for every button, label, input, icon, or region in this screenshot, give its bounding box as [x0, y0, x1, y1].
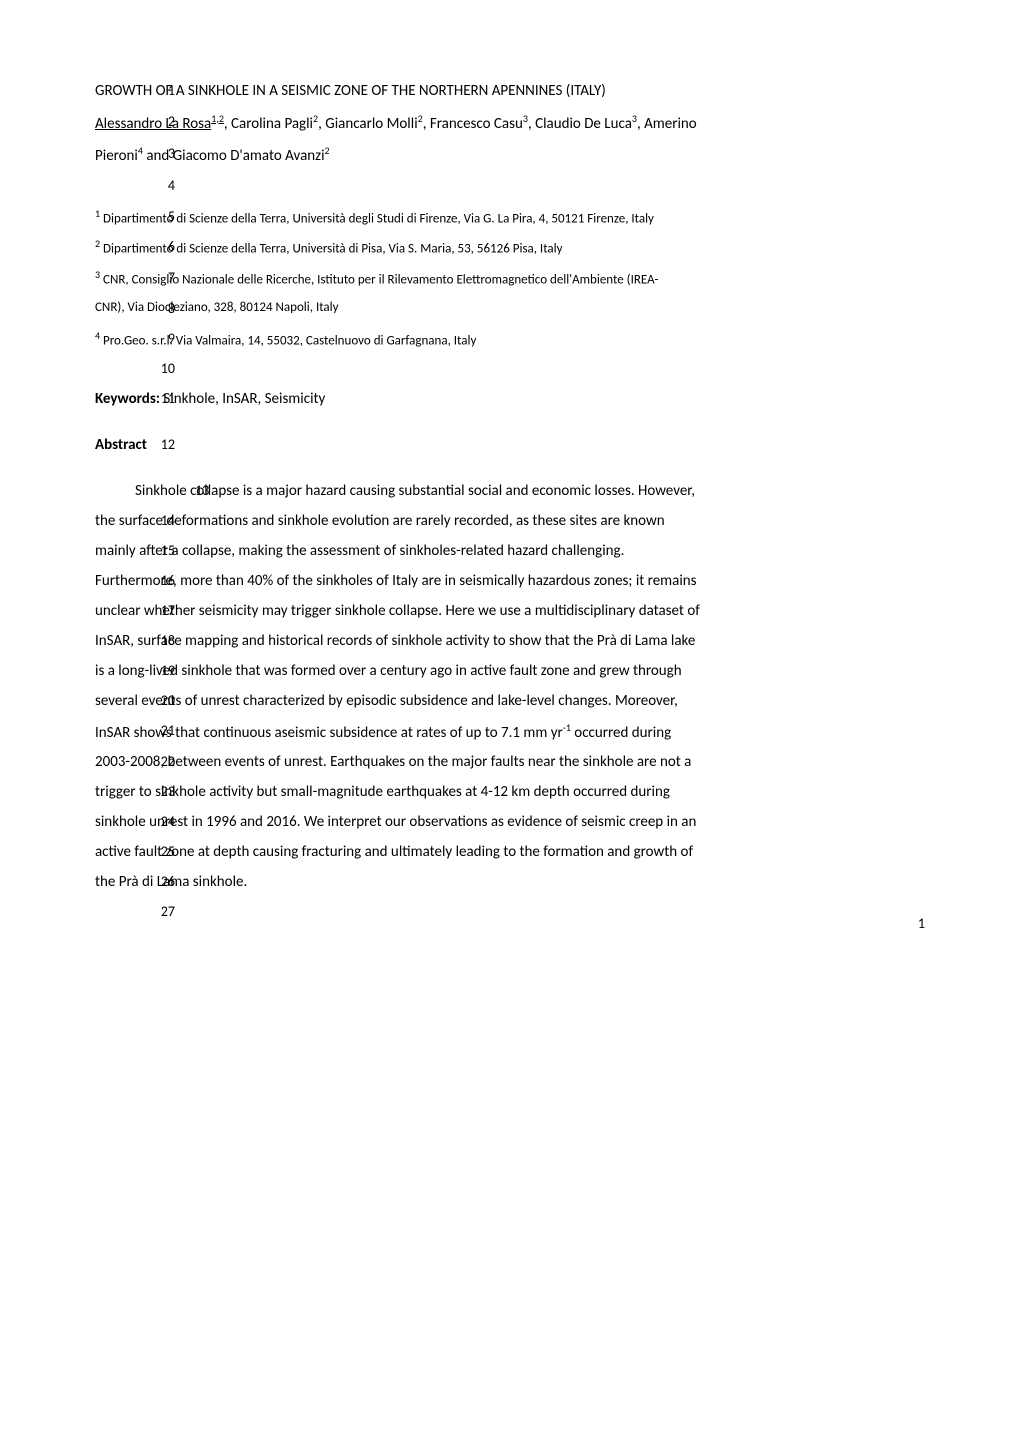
- line-number: 21: [155, 721, 175, 741]
- affiliation-4: 9 4 Pro.Geo. s.r.l. Via Valmaira, 14, 55…: [95, 328, 925, 351]
- abstract-line: 23 trigger to sinkhole activity but smal…: [95, 782, 925, 804]
- authors-line-1: 2 Alessandro La Rosa1,2, Carolina Pagli2…: [95, 111, 925, 136]
- author-text: , Amerino: [637, 115, 697, 133]
- abstract-line: 14 the surface deformations and sinkhole…: [95, 511, 925, 533]
- line-number: 27: [155, 902, 175, 922]
- abstract-sup: -1: [563, 721, 571, 734]
- author-sup: 1,2: [211, 112, 224, 125]
- abstract-text: sinkhole unrest in 1996 and 2016. We int…: [95, 813, 696, 831]
- abstract-line: 25 active fault zone at depth causing fr…: [95, 842, 925, 864]
- affiliation-text: CNR), Via Diocleziano, 328, 80124 Napoli…: [95, 300, 339, 315]
- abstract-text: 2003-2008, between events of unrest. Ear…: [95, 753, 691, 771]
- blank-line: 10: [95, 359, 925, 381]
- line-number: 15: [155, 541, 175, 561]
- abstract-line: 22 2003-2008, between events of unrest. …: [95, 752, 925, 774]
- abstract-text: Furthermore, more than 40% of the sinkho…: [95, 572, 697, 590]
- affiliation-text: CNR, Consiglio Nazionale delle Ricerche,…: [100, 272, 658, 287]
- blank-line: 4: [95, 176, 925, 198]
- line-number: 10: [155, 359, 175, 379]
- affiliation-2: 6 2 Dipartimento di Scienze della Terra,…: [95, 236, 925, 259]
- abstract-line: 26 the Prà di Lama sinkhole.: [95, 872, 925, 894]
- line-number: 16: [155, 571, 175, 591]
- abstract-text: is a long-lived sinkhole that was formed…: [95, 662, 682, 680]
- line-number: 7: [155, 267, 175, 288]
- abstract-line: 16 Furthermore, more than 40% of the sin…: [95, 571, 925, 593]
- abstract-line: 18 InSAR, surface mapping and historical…: [95, 631, 925, 653]
- keywords-label: Keywords:: [95, 390, 163, 408]
- line-number: 26: [155, 872, 175, 892]
- abstract-text: Sinkhole collapse is a major hazard caus…: [135, 482, 695, 500]
- abstract-text: unclear whether seismicity may trigger s…: [95, 602, 700, 620]
- blank-line: 27: [95, 902, 925, 924]
- abstract-line: 19 is a long-lived sinkhole that was for…: [95, 661, 925, 683]
- line-number: 20: [155, 691, 175, 711]
- line-number: 1: [155, 80, 175, 101]
- line-number: 8: [155, 298, 175, 319]
- abstract-line: 20 several events of unrest characterize…: [95, 691, 925, 713]
- author-sup: 2: [325, 144, 330, 157]
- abstract-body: 13 Sinkhole collapse is a major hazard c…: [95, 481, 925, 894]
- title-line: 1 GROWTH OF A SINKHOLE IN A SEISMIC ZONE…: [95, 80, 925, 103]
- abstract-line: 17 unclear whether seismicity may trigge…: [95, 601, 925, 623]
- author-text: , Francesco Casu: [423, 115, 523, 133]
- abstract-text: InSAR, surface mapping and historical re…: [95, 632, 695, 650]
- line-number: 19: [155, 661, 175, 681]
- line-number: 3: [155, 143, 175, 164]
- line-number: 12: [155, 435, 175, 455]
- page-number: 1: [918, 915, 925, 932]
- keywords-line: 11 Keywords: Sinkhole, InSAR, Seismicity: [95, 389, 925, 411]
- abstract-heading: 12 Abstract: [95, 435, 925, 457]
- affiliation-1: 5 1 Dipartimento di Scienze della Terra,…: [95, 206, 925, 229]
- keywords-text: Sinkhole, InSAR, Seismicity: [163, 390, 325, 408]
- line-number: 23: [155, 782, 175, 802]
- corresponding-author: Alessandro La Rosa: [95, 115, 211, 133]
- line-number: 5: [155, 206, 175, 227]
- line-number: 2: [155, 111, 175, 132]
- abstract-line: 24 sinkhole unrest in 1996 and 2016. We …: [95, 812, 925, 834]
- abstract-text: the surface deformations and sinkhole ev…: [95, 512, 665, 530]
- author-text: , Giancarlo Molli: [318, 115, 418, 133]
- line-number: 25: [155, 842, 175, 862]
- abstract-text: occurred during: [571, 724, 671, 742]
- line-number: 14: [155, 511, 175, 531]
- abstract-text: trigger to sinkhole activity but small-m…: [95, 783, 670, 801]
- line-number: 18: [155, 631, 175, 651]
- abstract-line: 21 InSAR shows that continuous aseismic …: [95, 721, 925, 744]
- line-number: 4: [155, 176, 175, 196]
- abstract-text: active fault zone at depth causing fract…: [95, 843, 693, 861]
- line-number: 17: [155, 601, 175, 621]
- line-number: 24: [155, 812, 175, 832]
- abstract-line: 15 mainly after a collapse, making the a…: [95, 541, 925, 563]
- affiliation-text: Dipartimento di Scienze della Terra, Uni…: [100, 211, 654, 226]
- line-number: 9: [155, 328, 175, 349]
- authors-line-2: 3 Pieroni4 and Giacomo D'amato Avanzi2: [95, 143, 925, 168]
- abstract-label: Abstract: [95, 436, 147, 454]
- affiliation-3-l2: 8 CNR), Via Diocleziano, 328, 80124 Napo…: [95, 298, 925, 320]
- line-number: 6: [155, 236, 175, 257]
- author-text: Pieroni: [95, 147, 138, 165]
- line-number: 22: [155, 752, 175, 772]
- line-number: 13: [155, 481, 175, 501]
- author-text: , Carolina Pagli: [224, 115, 313, 133]
- abstract-line: 13 Sinkhole collapse is a major hazard c…: [95, 481, 925, 503]
- line-number: 11: [155, 389, 175, 409]
- affiliation-3-l1: 7 3 CNR, Consiglio Nazionale delle Ricer…: [95, 267, 925, 290]
- author-text: , Claudio De Luca: [528, 115, 632, 133]
- abstract-text: several events of unrest characterized b…: [95, 692, 678, 710]
